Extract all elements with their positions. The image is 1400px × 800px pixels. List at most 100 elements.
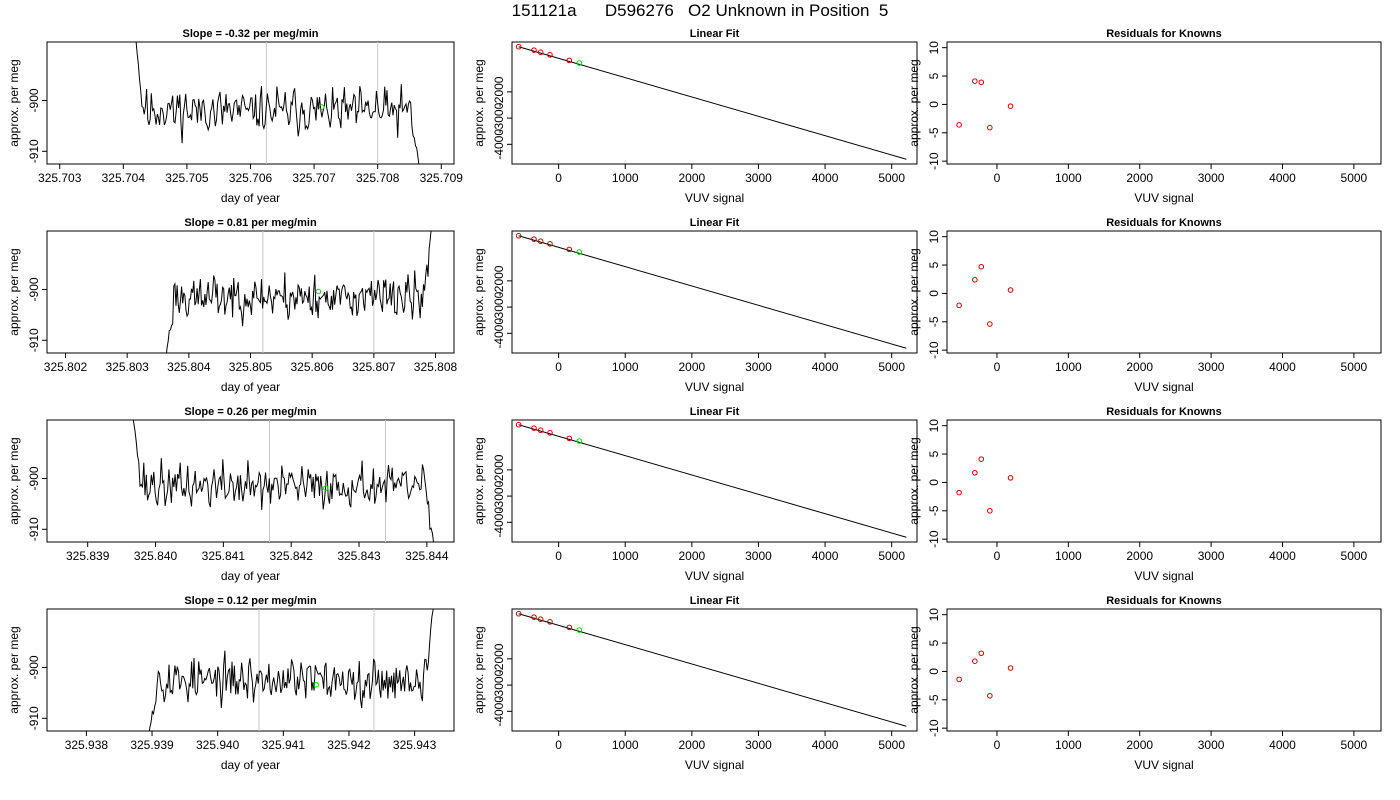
known-point [515,232,522,239]
x-tick-label: 3000 [745,738,772,752]
x-tick-label: 1000 [612,171,639,185]
plot-frame [511,608,918,732]
plot-area [135,42,420,164]
plot-area [515,43,907,160]
x-tick-label: 1000 [1055,549,1082,563]
x-tick-label: 325.939 [130,738,174,752]
y-tick-label: -10 [927,152,941,170]
known-point [537,49,544,56]
known-point [515,610,522,617]
y-axis-label: approx. per meg [7,248,21,335]
x-tick-label: 2000 [679,738,706,752]
x-tick-label: 325.841 [202,549,246,563]
known-point [972,277,978,283]
y-tick-label: -910 [27,328,41,352]
y-axis-label: approx. per meg [472,248,486,335]
y-tick-label: 5 [927,72,941,79]
known-point [531,47,537,53]
plot-area [956,78,1014,131]
panel-title: Linear Fit [690,595,740,607]
y-axis-label: approx. per meg [7,437,21,524]
fit-line [518,613,907,727]
known-point [547,241,553,247]
y-tick-label: -3000 [492,480,506,511]
x-axis-label: VUV signal [685,191,744,205]
y-axis-label: approx. per meg [472,626,486,713]
x-tick-label: 325.942 [327,738,371,752]
y-tick-label: -4000 [492,696,506,727]
known-point [1007,103,1014,109]
y-tick-label: -900 [27,277,41,301]
x-tick-label: 2000 [679,171,706,185]
x-tick-label: 4000 [1269,738,1296,752]
x-tick-label: 325.940 [196,738,240,752]
x-tick-label: 325.843 [337,549,381,563]
y-tick-label: -900 [27,466,41,490]
y-axis-label: approx. per meg [907,437,921,524]
x-tick-label: 325.844 [405,549,449,563]
x-tick-label: 0 [555,171,562,185]
y-tick-label: 5 [927,261,941,268]
x-tick-label: 1000 [612,360,639,374]
plot-frame [46,608,455,732]
y-tick-label: -3000 [492,102,506,133]
plot-frame [46,419,455,543]
data-trace [166,231,432,353]
y-tick-label: -4000 [492,507,506,538]
y-tick-label: -900 [27,88,41,112]
x-tick-label: 0 [555,360,562,374]
data-trace [132,420,435,542]
y-tick-label: -4000 [492,129,506,160]
unknown-point [318,104,325,110]
x-axis-label: VUV signal [685,758,744,772]
figure-title: 151121a D596276 O2 Unknown in Position 5 [511,1,889,20]
y-tick-label: -5 [927,127,941,138]
plot-area [515,610,907,727]
fit-line [518,235,907,349]
x-tick-label: 5000 [878,171,905,185]
y-tick-label: 10 [927,419,941,433]
known-point [537,427,544,434]
plot-frame [946,41,1382,165]
known-point [987,693,993,699]
y-axis-label: approx. per meg [472,59,486,146]
known-point [1007,287,1014,293]
x-tick-label: 4000 [1269,549,1296,563]
y-tick-label: -3000 [492,291,506,322]
x-tick-label: 1000 [1055,738,1082,752]
x-tick-label: 2000 [1126,549,1153,563]
panel-2-1: Slope = 0.81 per meg/min 325.802 325.803 32… [7,217,458,394]
panel-2-3: Residuals for Knowns 0 1000 2000 3000 4000 500… [907,217,1382,394]
panel-title: Residuals for Knowns [1106,28,1222,40]
y-tick-label: 10 [927,230,941,244]
y-tick-label: -10 [927,341,941,359]
x-tick-label: 325.842 [270,549,314,563]
y-tick-label: 0 [927,668,941,675]
plot-area [956,650,1014,699]
plot-frame [511,419,918,543]
known-point [566,57,573,64]
unknown-point [576,438,583,444]
x-tick-label: 4000 [1269,360,1296,374]
plot-frame [511,41,918,165]
known-point [537,616,544,623]
known-point [987,507,993,514]
plot-frame [946,419,1382,543]
plot-area [148,609,434,731]
y-tick-label: -5 [927,316,941,327]
x-tick-label: 0 [994,738,1001,752]
plot-area [956,456,1014,514]
x-tick-label: 3000 [745,171,772,185]
x-tick-label: 325.802 [44,360,88,374]
x-axis-label: day of year [221,380,280,394]
x-tick-label: 325.707 [292,171,336,185]
x-tick-label: 325.704 [102,171,146,185]
x-tick-label: 2000 [1126,171,1153,185]
x-tick-label: 325.706 [229,171,273,185]
x-axis-label: VUV signal [1134,191,1193,205]
y-axis-label: approx. per meg [7,59,21,146]
y-tick-label: -910 [27,139,41,163]
x-tick-label: 4000 [812,360,839,374]
plot-area [166,231,432,353]
y-tick-label: -2000 [492,265,506,296]
